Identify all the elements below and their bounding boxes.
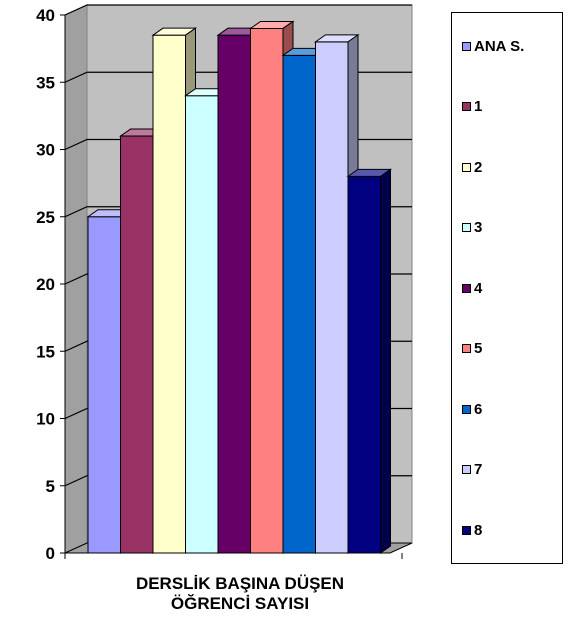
y-tick-label: 15 (36, 342, 55, 361)
bar-8 (347, 175, 381, 554)
legend-label: 3 (474, 219, 483, 236)
x-axis-label: DERSLİK BAŞINA DÜŞEN ÖĞRENCİ SAYISI (70, 574, 410, 614)
gridline (64, 4, 412, 16)
y-tick-label: 25 (36, 208, 55, 227)
legend-item: 7 (462, 461, 482, 479)
legend-item: 4 (462, 279, 482, 297)
legend-item: 1 (462, 98, 482, 116)
bar-3 (185, 95, 219, 554)
y-tick-label: 35 (36, 73, 55, 92)
legend-item: 2 (462, 158, 482, 176)
bar-2 (152, 34, 186, 554)
legend-swatch (462, 525, 471, 535)
legend-label: 7 (474, 461, 483, 478)
bar-anas (87, 216, 121, 554)
x-axis-label-line-1: DERSLİK BAŞINA DÜŞEN (135, 574, 345, 593)
bar-4 (217, 34, 251, 554)
bar-5 (250, 27, 284, 554)
legend-swatch (462, 41, 471, 51)
y-tick-label: 10 (36, 410, 55, 429)
legend-label: 1 (474, 98, 483, 115)
legend-item: 6 (462, 400, 482, 418)
bar-1 (120, 135, 154, 554)
chart-legend: ANA S. 1 2 3 4 5 6 7 8 (451, 12, 563, 564)
legend-label: 8 (474, 521, 483, 539)
legend-item: 8 (462, 521, 482, 539)
legend-swatch (462, 102, 471, 111)
legend-label: 6 (474, 400, 483, 418)
legend-swatch (462, 404, 471, 414)
bar-6 (282, 54, 316, 554)
y-tick-label: 0 (46, 544, 55, 563)
bar-side-face (380, 168, 391, 554)
legend-swatch (462, 283, 471, 293)
x-axis-label-line-2: ÖĞRENCİ SAYISI (170, 594, 310, 613)
legend-swatch (462, 223, 471, 232)
y-tick-label: 5 (46, 477, 55, 496)
legend-label: ANA S. (474, 37, 525, 55)
legend-item: 5 (462, 340, 482, 358)
legend-swatch (462, 344, 471, 353)
legend-swatch (462, 162, 471, 172)
legend-label: 5 (474, 340, 483, 357)
y-tick-label: 20 (36, 275, 55, 294)
legend-item: 3 (462, 219, 482, 237)
legend-label: 2 (474, 158, 483, 176)
legend-item: ANA S. (462, 37, 524, 55)
legend-label: 4 (474, 279, 483, 297)
legend-swatch (462, 465, 471, 474)
y-tick-label: 30 (36, 141, 55, 160)
bar-7 (315, 41, 349, 554)
y-tick-label: 40 (36, 6, 55, 25)
